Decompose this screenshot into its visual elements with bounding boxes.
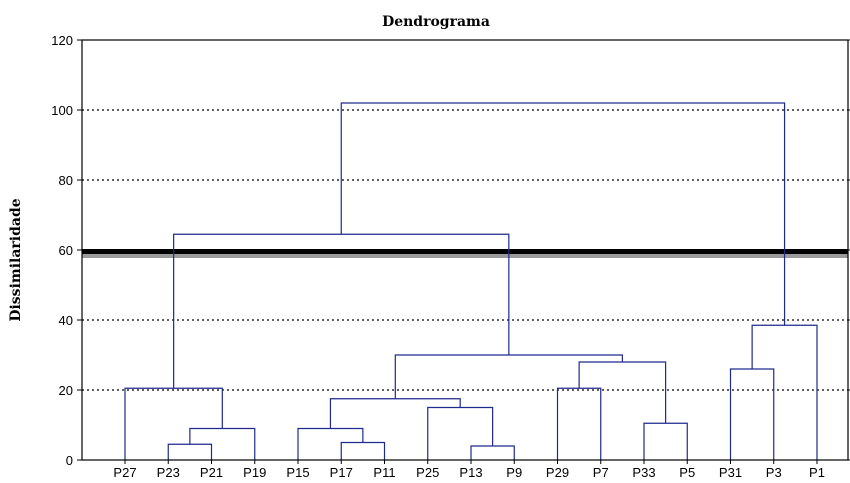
dendrogram-link (643, 422, 688, 460)
dendrogram-link (427, 406, 494, 460)
dendrogram-link (556, 387, 602, 460)
dendrogram-link (297, 427, 364, 460)
y-tick-label: 0 (66, 453, 73, 468)
y-tick-label: 80 (59, 173, 73, 188)
leaf-label-p27: P27 (113, 465, 136, 480)
dendrogram-link (729, 368, 775, 460)
y-tick-label: 20 (59, 383, 73, 398)
leaf-label-p5: P5 (679, 465, 695, 480)
cut-line-group (82, 249, 848, 258)
y-tick-label: 40 (59, 313, 73, 328)
dendrogram-link (340, 441, 386, 460)
leaf-label-p31: P31 (719, 465, 742, 480)
y-tick-label: 100 (51, 103, 73, 118)
leaf-label-p7: P7 (593, 465, 609, 480)
dendrogram-link (470, 445, 515, 460)
y-tick-label: 120 (51, 33, 73, 48)
leaf-label-p19: P19 (243, 465, 266, 480)
chart-title: Dendrograma (382, 14, 490, 30)
dendrogram-link (578, 361, 667, 424)
leaf-label-p13: P13 (459, 465, 482, 480)
leaf-label-p17: P17 (330, 465, 353, 480)
leaf-label-p15: P15 (286, 465, 309, 480)
y-axis-label: Dissimilaridade (8, 198, 24, 321)
y-tick-label: 60 (59, 243, 73, 258)
leaf-label-p11: P11 (373, 465, 395, 480)
dendrogram-link (167, 443, 213, 460)
leaf-label-p9: P9 (506, 465, 522, 480)
leaf-label-p3: P3 (766, 465, 782, 480)
leaf-label-p25: P25 (416, 465, 439, 480)
y-tick-labels: 0 20 40 60 80 100 120 (51, 33, 850, 468)
dendrogram-link (329, 398, 461, 429)
leaf-label-p1: P1 (809, 465, 825, 480)
leaf-labels: P27 P23 P21 P19 P15 P17 P11 P25 P13 P9 P29 P7 P33 P5 P… (113, 460, 825, 480)
dendrogram-link (751, 324, 818, 460)
leaf-label-p33: P33 (632, 465, 655, 480)
dendrogram-links (124, 102, 818, 460)
leaf-label-p23: P23 (157, 465, 180, 480)
dendrogram-link (124, 387, 223, 460)
dendrogram-link (340, 102, 786, 326)
leaf-label-p29: P29 (546, 465, 569, 480)
leaf-label-p21: P21 (200, 465, 223, 480)
